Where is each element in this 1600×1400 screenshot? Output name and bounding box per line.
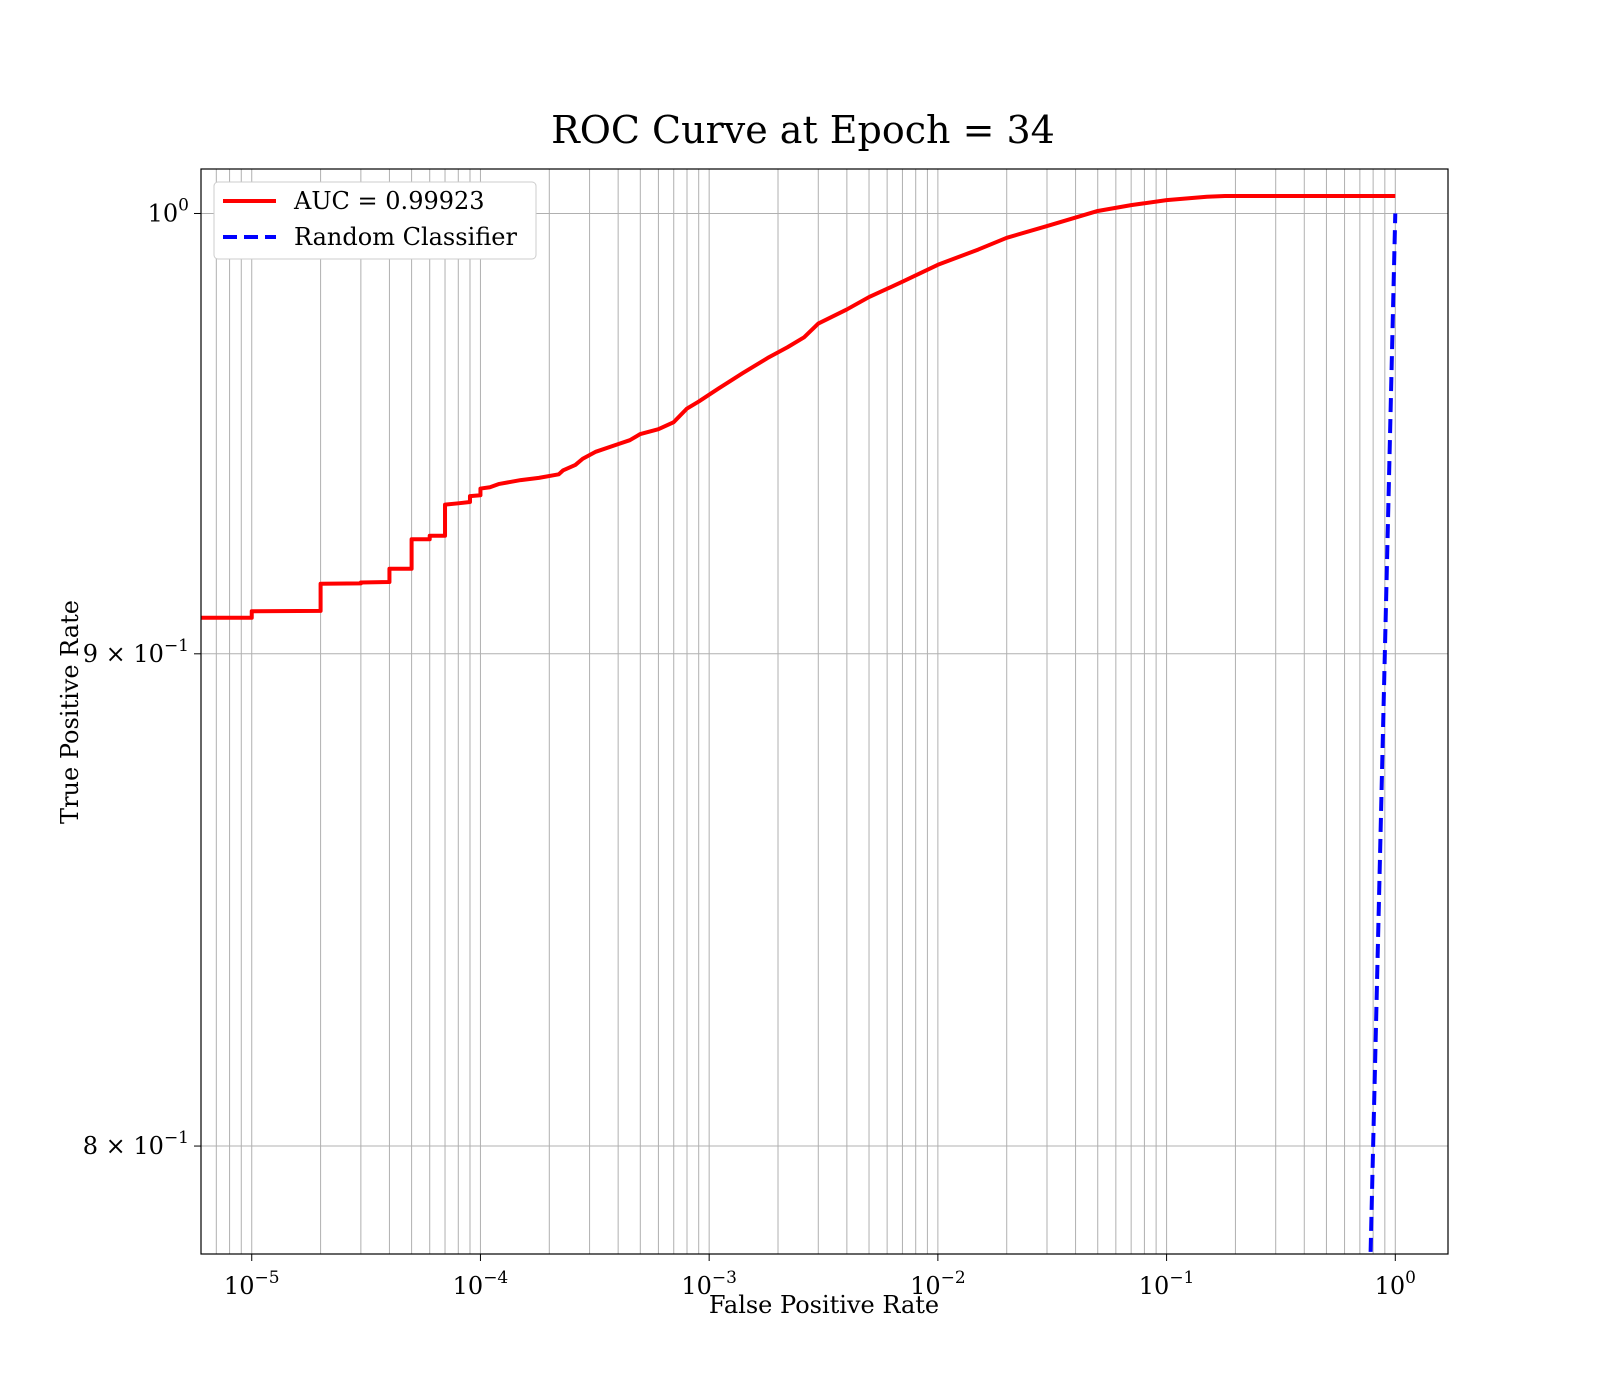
chart-title: ROC Curve at Epoch = 34: [551, 108, 1055, 152]
x-tick-label: 10−2: [910, 1268, 966, 1300]
legend: AUC = 0.99923 Random Classifier: [213, 181, 537, 260]
x-axis-label: False Positive Rate: [709, 1291, 939, 1319]
plot-frame: [200, 168, 1449, 1255]
legend-label: Random Classifier: [294, 223, 517, 251]
tick-labels: 10−5 10−4 10−3 10−2 10−1 100 100 9 × 10−1 8 × 10…: [83, 195, 1416, 1300]
y-axis-label: True Positive Rate: [56, 600, 84, 824]
x-tick-label: 10−5: [224, 1268, 280, 1300]
x-tick-label: 10−1: [1139, 1268, 1195, 1300]
grid: [200, 169, 1448, 1254]
x-tick-label: 10−4: [453, 1268, 509, 1300]
y-tick-label: 8 × 10−1: [83, 1128, 189, 1160]
y-tick-label: 100: [148, 195, 189, 227]
random-classifier-line: [1368, 213, 1398, 1252]
roc-curve-line: [201, 193, 1396, 620]
plot-area: [201, 193, 1398, 1252]
legend-label: AUC = 0.99923: [293, 187, 485, 215]
x-tick-label: 100: [1375, 1268, 1416, 1300]
legend-box: [213, 181, 537, 260]
x-tick-label: 10−3: [681, 1268, 737, 1300]
y-tick-label: 9 × 10−1: [83, 636, 189, 668]
